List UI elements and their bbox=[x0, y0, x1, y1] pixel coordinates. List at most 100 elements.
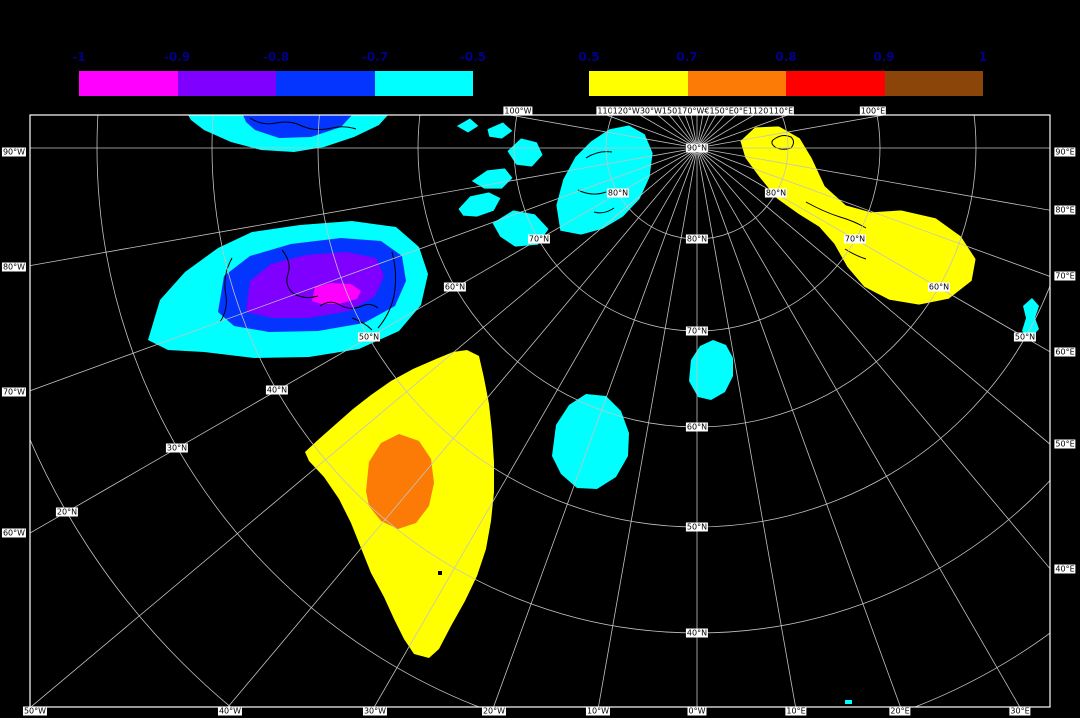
colorbar-segment bbox=[276, 71, 375, 96]
meridian-line bbox=[697, 115, 704, 144]
grid-label: 10°W bbox=[585, 706, 611, 716]
colorbar-segment bbox=[374, 71, 473, 96]
region-arctic-island-4 bbox=[486, 121, 514, 140]
grid-label: 70°N bbox=[685, 326, 709, 336]
grid-label: 20°N bbox=[55, 507, 79, 517]
colorbar-tick-label: -0.8 bbox=[262, 50, 290, 64]
region-atlantic-positive-core bbox=[366, 434, 434, 529]
meridian-line bbox=[698, 152, 901, 707]
coastline bbox=[351, 317, 373, 331]
grid-label: 60°N bbox=[443, 282, 467, 292]
colorbar-tick-label: -1 bbox=[72, 50, 86, 64]
colorbar-segment bbox=[79, 71, 178, 96]
grid-label: 60°N bbox=[685, 422, 709, 432]
grid-label: 120°W30°W150170°W€150°E0°E1120°E bbox=[611, 106, 779, 116]
grid-label: 80°W bbox=[1, 262, 27, 272]
coastline bbox=[844, 248, 867, 260]
grid-label: 80°E bbox=[1054, 205, 1076, 215]
meridian-line bbox=[701, 115, 789, 147]
meridian-line bbox=[701, 115, 755, 146]
map-frame bbox=[29, 114, 1051, 708]
meridian-line bbox=[699, 151, 1050, 570]
colorbar-segment bbox=[884, 71, 983, 96]
grid-label: 100°E bbox=[859, 106, 887, 116]
negative-colorbar bbox=[79, 71, 473, 96]
grid-label: 50°N bbox=[685, 522, 709, 532]
grid-label: 40°N bbox=[685, 628, 709, 638]
region-atlantic-island-dot bbox=[438, 571, 442, 575]
region-scandinavia-dumbbell bbox=[739, 125, 977, 306]
grid-label: 40°E bbox=[1054, 564, 1076, 574]
region-bottom-edge-cyan-dot bbox=[845, 700, 852, 704]
coastline bbox=[249, 117, 357, 131]
grid-label: 90°N bbox=[685, 143, 709, 153]
grid-label: 50°E bbox=[1054, 439, 1076, 449]
grid-label: 30°W bbox=[362, 706, 388, 716]
colorbar-tick-label: 1 bbox=[978, 50, 988, 64]
meridian-line bbox=[227, 151, 695, 707]
coastline bbox=[805, 201, 867, 229]
region-arctic-island-1 bbox=[457, 191, 502, 218]
coastline bbox=[281, 249, 319, 299]
coastline bbox=[577, 189, 607, 195]
grid-label: 90°W bbox=[1, 147, 27, 157]
parallel-circle bbox=[96, 115, 1050, 707]
coastline bbox=[377, 251, 397, 329]
colorbar-tick-label: 0.9 bbox=[873, 50, 895, 64]
grid-label: 30°E bbox=[1009, 706, 1031, 716]
meridian-line bbox=[699, 152, 1021, 707]
grid-label: 40°W bbox=[217, 706, 243, 716]
grid-label: 20°W bbox=[481, 706, 507, 716]
colorbar-segment bbox=[177, 71, 276, 96]
colorbar-segment bbox=[687, 71, 786, 96]
grid-label: 10°E bbox=[785, 706, 807, 716]
coastline bbox=[593, 207, 615, 214]
meridian-line bbox=[701, 149, 1050, 277]
meridian-line bbox=[30, 150, 693, 534]
meridian-line bbox=[701, 148, 1050, 211]
meridian-line bbox=[700, 115, 737, 146]
grid-label: 60°E bbox=[1054, 347, 1076, 357]
grid-label: 70°W bbox=[1, 387, 27, 397]
meridian-line bbox=[493, 152, 696, 707]
grid-label: 110°W bbox=[596, 106, 626, 116]
region-arctic-top-left-inner bbox=[243, 115, 352, 138]
colorbar-tick-label: -0.5 bbox=[459, 50, 487, 64]
grid-label: 20°E bbox=[889, 706, 911, 716]
colorbar-tick-label: -0.9 bbox=[163, 50, 191, 64]
grid-label: 80°N bbox=[606, 188, 630, 198]
colorbar-segment bbox=[589, 71, 688, 96]
coastline bbox=[585, 151, 613, 159]
region-right-edge-cyan bbox=[1022, 298, 1039, 339]
grid-label: 80°N bbox=[685, 234, 709, 244]
meridian-line bbox=[698, 115, 710, 144]
meridian-line bbox=[697, 152, 796, 707]
region-arctic-island-2 bbox=[470, 167, 514, 190]
positive-colorbar bbox=[589, 71, 983, 96]
colorbar-segment bbox=[786, 71, 885, 96]
meridian-line bbox=[598, 152, 697, 707]
grid-label: 70°E bbox=[1054, 271, 1076, 281]
colorbar-tick-label: 0.5 bbox=[578, 50, 600, 64]
meridian-line bbox=[30, 149, 693, 392]
meridian-line bbox=[701, 150, 1050, 353]
grid-label: 110°E bbox=[767, 106, 795, 116]
region-arctic-island-5 bbox=[455, 117, 480, 134]
colorbar-tick-label: -0.7 bbox=[361, 50, 389, 64]
grid-label: 40°N bbox=[265, 385, 289, 395]
grid-label: 60°W bbox=[1, 528, 27, 538]
meridian-line bbox=[30, 150, 694, 707]
meridian-line bbox=[700, 150, 1050, 445]
meridian-line bbox=[699, 115, 726, 145]
grid-label: 50°N bbox=[1013, 332, 1037, 342]
meridian-line bbox=[690, 115, 697, 144]
grid-label: 30°N bbox=[165, 443, 189, 453]
grid-label: 70°N bbox=[527, 234, 551, 244]
meridian-line bbox=[699, 115, 717, 144]
meridian-line bbox=[701, 115, 887, 148]
